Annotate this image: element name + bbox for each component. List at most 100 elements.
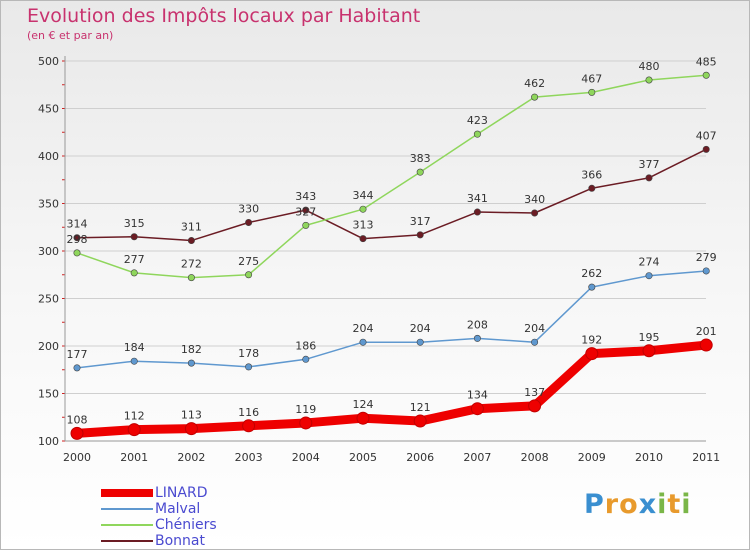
data-point <box>642 344 656 358</box>
data-label: 134 <box>467 389 488 402</box>
data-label: 462 <box>524 77 545 90</box>
data-label: 274 <box>639 256 660 269</box>
y-tick-label: 100 <box>38 435 59 448</box>
data-label: 423 <box>467 114 488 127</box>
data-label: 327 <box>295 205 316 218</box>
data-label: 340 <box>524 193 545 206</box>
data-label: 262 <box>581 267 602 280</box>
data-point <box>470 402 484 416</box>
logo-letter: t <box>667 489 682 520</box>
legend-label: LINARD <box>155 485 208 501</box>
data-point <box>127 423 141 437</box>
data-label: 343 <box>295 190 316 203</box>
logo-letter: i <box>681 489 692 520</box>
y-tick-label: 500 <box>38 55 59 68</box>
data-label: 113 <box>181 409 202 422</box>
data-label: 201 <box>696 325 717 338</box>
data-point <box>645 272 653 280</box>
proxiti-logo: Proxiti <box>584 489 692 520</box>
data-label: 192 <box>581 334 602 347</box>
y-tick-label: 400 <box>38 150 59 163</box>
data-label: 311 <box>181 221 202 234</box>
data-label: 108 <box>67 413 88 426</box>
data-label: 330 <box>238 203 259 216</box>
data-point <box>302 221 310 229</box>
data-label: 275 <box>238 255 259 268</box>
data-label: 208 <box>467 318 488 331</box>
data-point <box>699 338 713 352</box>
series-line-chéniers <box>76 74 707 279</box>
x-tick-label: 2001 <box>120 451 148 464</box>
data-point <box>187 237 195 245</box>
data-point <box>473 334 481 342</box>
data-label: 279 <box>696 251 717 264</box>
data-point <box>73 249 81 257</box>
data-point <box>645 174 653 182</box>
data-label: 485 <box>696 55 717 68</box>
data-point <box>702 71 710 79</box>
data-point <box>473 208 481 216</box>
data-label: 195 <box>639 331 660 344</box>
legend-swatch <box>101 489 153 497</box>
series-line-bonnat <box>76 148 707 242</box>
x-tick-label: 2000 <box>63 451 91 464</box>
series-line-malval <box>76 270 707 369</box>
x-tick-label: 2008 <box>521 451 549 464</box>
data-point <box>242 419 256 433</box>
data-point <box>245 271 253 279</box>
data-point <box>359 205 367 213</box>
data-point <box>130 357 138 365</box>
data-label: 186 <box>295 339 316 352</box>
data-point <box>473 130 481 138</box>
chart-title: Evolution des Impôts locaux par Habitant <box>27 5 421 27</box>
data-point <box>184 422 198 436</box>
data-label: 315 <box>124 217 145 230</box>
data-point <box>416 231 424 239</box>
data-point <box>413 414 427 428</box>
data-point <box>531 93 539 101</box>
data-point <box>359 235 367 243</box>
legend-label: Bonnat <box>155 533 205 549</box>
data-point <box>588 88 596 96</box>
data-label: 317 <box>410 215 431 228</box>
x-tick-label: 2002 <box>177 451 205 464</box>
data-label: 182 <box>181 343 202 356</box>
data-label: 313 <box>353 219 374 232</box>
data-point <box>302 355 310 363</box>
data-label: 177 <box>67 348 88 361</box>
data-label: 480 <box>639 60 660 73</box>
data-point <box>130 269 138 277</box>
data-label: 119 <box>295 403 316 416</box>
logo-letter: x <box>638 489 658 520</box>
data-point <box>588 283 596 291</box>
data-point <box>359 338 367 346</box>
data-point <box>245 219 253 227</box>
data-point <box>588 184 596 192</box>
y-tick-label: 300 <box>38 245 59 258</box>
data-label: 277 <box>124 253 145 266</box>
logo-letter: P <box>584 489 605 520</box>
data-point <box>416 338 424 346</box>
x-tick-label: 2009 <box>578 451 606 464</box>
data-label: 184 <box>124 341 145 354</box>
data-point <box>73 234 81 242</box>
data-label: 204 <box>353 322 374 335</box>
y-tick-label: 200 <box>38 340 59 353</box>
logo-letter: o <box>619 489 639 520</box>
data-point <box>531 338 539 346</box>
data-label: 137 <box>524 386 545 399</box>
x-tick-label: 2003 <box>235 451 263 464</box>
data-label: 116 <box>238 406 259 419</box>
data-label: 298 <box>67 233 88 246</box>
data-point <box>416 168 424 176</box>
data-label: 314 <box>67 218 88 231</box>
data-point <box>70 426 84 440</box>
data-point <box>585 347 599 361</box>
data-label: 204 <box>524 322 545 335</box>
series-line-linard <box>72 340 711 438</box>
data-label: 407 <box>696 129 717 142</box>
data-label: 124 <box>353 398 374 411</box>
y-tick-label: 350 <box>38 198 59 211</box>
legend-swatch <box>101 540 153 542</box>
